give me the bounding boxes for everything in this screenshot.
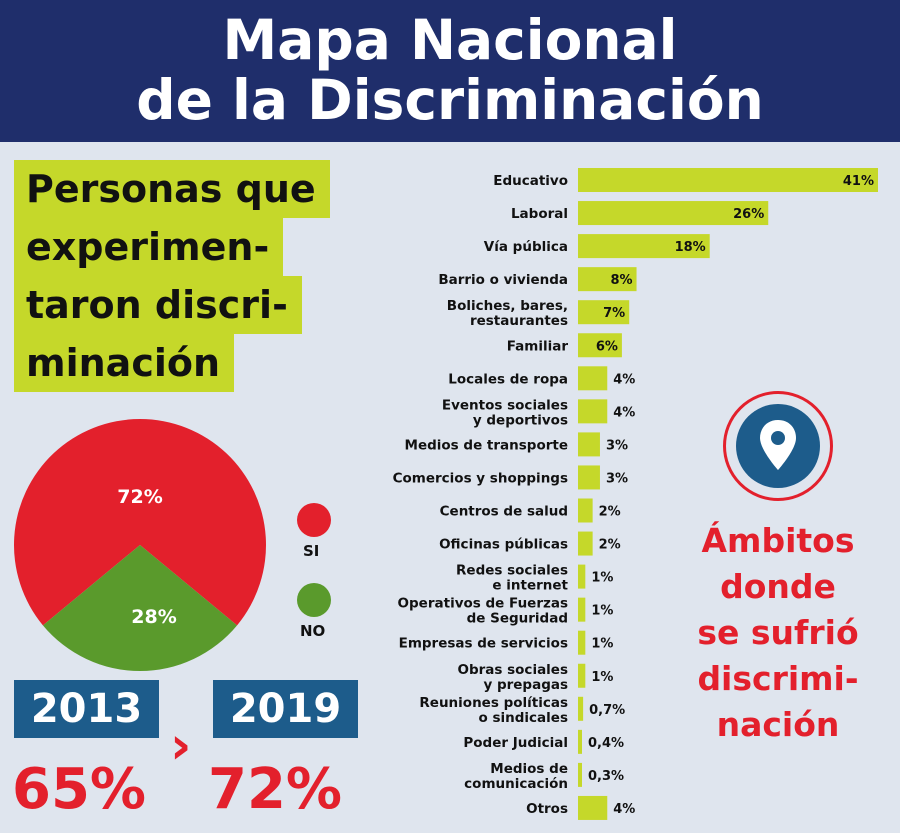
- pie-slice-no: [42, 545, 238, 671]
- pie-slice-si: [14, 419, 267, 626]
- bar-category-label: Operativos de Fuerzas de Seguridad: [398, 596, 568, 627]
- bar-value-label: 18%: [675, 240, 706, 255]
- legend-dot-no: [297, 583, 331, 617]
- pie-label-si: 72%: [117, 486, 162, 508]
- ambitos-line: Ámbitos: [701, 521, 855, 560]
- pie-label-no: 28%: [131, 606, 176, 628]
- bar-category-label: Eventos sociales y deportivos: [442, 397, 568, 428]
- bar-value-label: 2%: [599, 505, 621, 520]
- bar: [578, 333, 622, 358]
- bar-category-label: Oficinas públicas: [439, 537, 568, 553]
- bar: [578, 498, 593, 523]
- bar: [578, 201, 769, 226]
- bar-category-label: Obras sociales y prepagas: [457, 662, 568, 693]
- bar-value-label: 1%: [591, 571, 613, 586]
- page-header: Mapa Nacional de la Discriminación: [0, 0, 900, 142]
- bar: [578, 267, 637, 292]
- bar-value-label: 4%: [613, 372, 635, 387]
- title-line-1: Mapa Nacional: [222, 8, 678, 72]
- headline-line: taron discri-: [14, 276, 302, 334]
- bar: [578, 366, 608, 391]
- bar-value-label: 4%: [613, 405, 635, 420]
- value-2013: 65%: [12, 757, 147, 822]
- bar-value-label: 3%: [606, 438, 628, 453]
- bar-value-label: 0,4%: [588, 736, 624, 751]
- ambitos-line: nación: [716, 705, 840, 744]
- bar: [578, 531, 593, 556]
- bar-value-label: 3%: [606, 471, 628, 486]
- bar-category-label: Vía pública: [484, 239, 568, 255]
- bar-category-label: Educativo: [493, 173, 568, 189]
- location-pin-icon: [760, 420, 796, 470]
- bar-value-label: 2%: [599, 538, 621, 553]
- headline-line: Personas que: [14, 160, 330, 218]
- bar: [578, 432, 600, 457]
- ambitos-line: discrimi-: [697, 659, 859, 698]
- title-line-2: de la Discriminación: [136, 68, 764, 132]
- headline: Personas que experimen- taron discri- mi…: [14, 160, 330, 392]
- bar-value-label: 8%: [610, 273, 632, 288]
- location-pin-badge: [723, 391, 833, 501]
- bar: [578, 630, 586, 655]
- bar: [578, 234, 710, 259]
- ambitos-line: se sufrió: [697, 613, 859, 652]
- chevron-right-icon: ›: [170, 716, 192, 776]
- bar-category-label: Poder Judicial: [463, 735, 568, 751]
- bar-value-label: 6%: [596, 339, 618, 354]
- bar-value-label: 0,3%: [588, 769, 624, 784]
- bar: [578, 729, 582, 754]
- year-2013-badge: 2013: [14, 680, 159, 738]
- bar-category-label: Comercios y shoppings: [393, 470, 568, 486]
- headline-line: experimen-: [14, 218, 284, 276]
- bar-value-label: 7%: [603, 306, 625, 321]
- year-2019-badge: 2019: [213, 680, 358, 738]
- bar-category-label: Reuniones políticas o sindicales: [419, 695, 568, 726]
- bar-value-label: 1%: [591, 604, 613, 619]
- bar-category-label: Laboral: [511, 206, 568, 222]
- bar-value-label: 1%: [591, 670, 613, 685]
- bar-value-label: 1%: [591, 637, 613, 652]
- bar-category-label: Redes sociales e internet: [456, 563, 569, 594]
- bar: [578, 663, 586, 688]
- bar-category-label: Empresas de servicios: [399, 636, 568, 652]
- legend-label-no: NO: [300, 622, 326, 640]
- ambitos-caption: Ámbitos donde se sufrió discrimi- nación: [668, 518, 888, 748]
- bar: [578, 168, 878, 192]
- bar: [578, 300, 630, 325]
- bar: [578, 762, 582, 787]
- headline-line: minación: [14, 334, 235, 392]
- bar-category-label: Boliches, bares, restaurantes: [447, 298, 568, 329]
- bar-category-label: Medios de comunicación: [464, 761, 568, 792]
- bar-category-label: Centros de salud: [440, 504, 568, 520]
- ambitos-line: donde: [720, 567, 836, 606]
- bar: [578, 564, 586, 589]
- bar-value-label: 4%: [613, 802, 635, 817]
- bar: [578, 399, 608, 424]
- bar-category-label: Familiar: [507, 338, 569, 354]
- bar: [578, 696, 584, 721]
- bar-value-label: 26%: [733, 207, 764, 222]
- bar: [578, 465, 600, 490]
- value-2019: 72%: [208, 757, 343, 822]
- legend-dot-si: [297, 503, 331, 537]
- bar-category-label: Barrio o vivienda: [438, 272, 568, 288]
- bar-category-label: Otros: [526, 801, 568, 817]
- bar-category-label: Locales de ropa: [448, 371, 568, 387]
- bar-value-label: 0,7%: [589, 703, 625, 718]
- bar: [578, 795, 608, 820]
- bar-category-label: Medios de transporte: [405, 437, 568, 453]
- bar-value-label: 41%: [843, 174, 874, 189]
- bar: [578, 597, 586, 622]
- legend-label-si: SI: [303, 542, 320, 560]
